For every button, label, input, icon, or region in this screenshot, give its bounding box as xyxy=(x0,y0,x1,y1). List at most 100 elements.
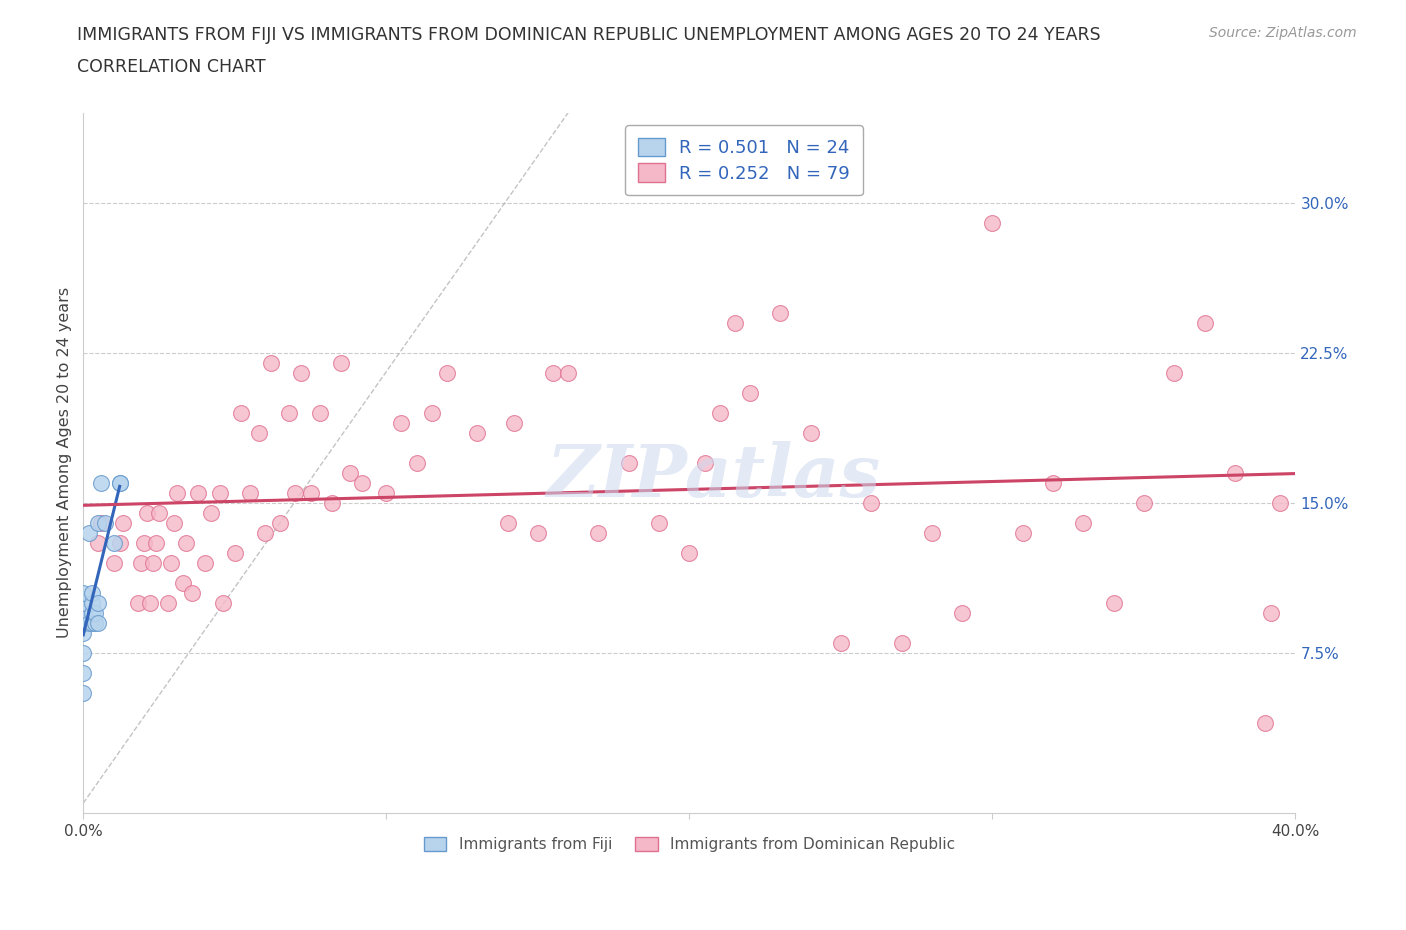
Point xyxy=(187,485,209,500)
Point xyxy=(588,525,610,540)
Point xyxy=(111,515,134,530)
Point xyxy=(1194,315,1216,330)
Point xyxy=(72,685,94,700)
Point xyxy=(709,405,731,420)
Point xyxy=(405,456,427,471)
Point xyxy=(299,485,322,500)
Text: IMMIGRANTS FROM FIJI VS IMMIGRANTS FROM DOMINICAN REPUBLIC UNEMPLOYMENT AMONG AG: IMMIGRANTS FROM FIJI VS IMMIGRANTS FROM … xyxy=(77,26,1101,44)
Point xyxy=(208,485,231,500)
Point xyxy=(1270,496,1292,511)
Point xyxy=(321,496,343,511)
Legend: Immigrants from Fiji, Immigrants from Dominican Republic: Immigrants from Fiji, Immigrants from Do… xyxy=(418,830,962,858)
Point xyxy=(950,605,973,620)
Point xyxy=(391,416,413,431)
Point xyxy=(284,485,307,500)
Point xyxy=(648,515,671,530)
Point xyxy=(72,586,94,601)
Point xyxy=(260,355,283,370)
Text: Source: ZipAtlas.com: Source: ZipAtlas.com xyxy=(1209,26,1357,40)
Point xyxy=(890,635,912,650)
Point xyxy=(278,405,301,420)
Point xyxy=(72,595,94,610)
Point xyxy=(93,515,115,530)
Point xyxy=(139,595,162,610)
Point xyxy=(82,586,104,601)
Point xyxy=(108,536,131,551)
Point xyxy=(108,475,131,490)
Y-axis label: Unemployment Among Ages 20 to 24 years: Unemployment Among Ages 20 to 24 years xyxy=(58,287,72,639)
Point xyxy=(87,616,110,631)
Point xyxy=(72,616,94,631)
Point xyxy=(72,605,94,620)
Point xyxy=(254,525,277,540)
Point xyxy=(557,365,579,380)
Point xyxy=(163,515,186,530)
Point xyxy=(103,555,125,570)
Point xyxy=(82,616,104,631)
Point xyxy=(617,456,640,471)
Point xyxy=(541,365,564,380)
Point xyxy=(436,365,458,380)
Point xyxy=(127,595,149,610)
Point xyxy=(1133,496,1156,511)
Point xyxy=(1042,475,1064,490)
Point xyxy=(148,506,170,521)
Point xyxy=(339,465,361,480)
Point xyxy=(1223,465,1246,480)
Point xyxy=(79,616,101,631)
Point xyxy=(72,626,94,641)
Point xyxy=(420,405,443,420)
Point xyxy=(496,515,519,530)
Point xyxy=(145,536,167,551)
Point xyxy=(157,595,180,610)
Point xyxy=(90,515,112,530)
Point xyxy=(200,506,222,521)
Point xyxy=(72,666,94,681)
Point xyxy=(678,546,700,561)
Point xyxy=(79,525,101,540)
Point xyxy=(769,305,792,320)
Point xyxy=(224,546,246,561)
Point xyxy=(981,215,1004,230)
Point xyxy=(160,555,183,570)
Point xyxy=(72,645,94,660)
Point xyxy=(247,425,270,440)
Point xyxy=(308,405,330,420)
Point xyxy=(1163,365,1185,380)
Point xyxy=(329,355,352,370)
Point xyxy=(132,536,155,551)
Point xyxy=(290,365,312,380)
Point xyxy=(172,576,194,591)
Point xyxy=(352,475,374,490)
Point xyxy=(1254,715,1277,730)
Point xyxy=(108,475,131,490)
Point xyxy=(142,555,165,570)
Point xyxy=(211,595,233,610)
Text: ZIPatlas: ZIPatlas xyxy=(547,442,880,512)
Point xyxy=(129,555,152,570)
Point xyxy=(87,595,110,610)
Point xyxy=(693,456,716,471)
Point xyxy=(176,536,198,551)
Point xyxy=(1073,515,1095,530)
Point xyxy=(724,315,747,330)
Point xyxy=(738,385,761,400)
Point xyxy=(830,635,852,650)
Point xyxy=(181,586,204,601)
Point xyxy=(136,506,159,521)
Point xyxy=(87,536,110,551)
Point xyxy=(193,555,215,570)
Point xyxy=(239,485,262,500)
Point xyxy=(800,425,823,440)
Point xyxy=(84,605,107,620)
Point xyxy=(269,515,291,530)
Text: CORRELATION CHART: CORRELATION CHART xyxy=(77,58,266,75)
Point xyxy=(1102,595,1125,610)
Point xyxy=(1260,605,1282,620)
Point xyxy=(527,525,550,540)
Point xyxy=(82,605,104,620)
Point xyxy=(87,515,110,530)
Point xyxy=(860,496,883,511)
Point xyxy=(375,485,398,500)
Point xyxy=(921,525,943,540)
